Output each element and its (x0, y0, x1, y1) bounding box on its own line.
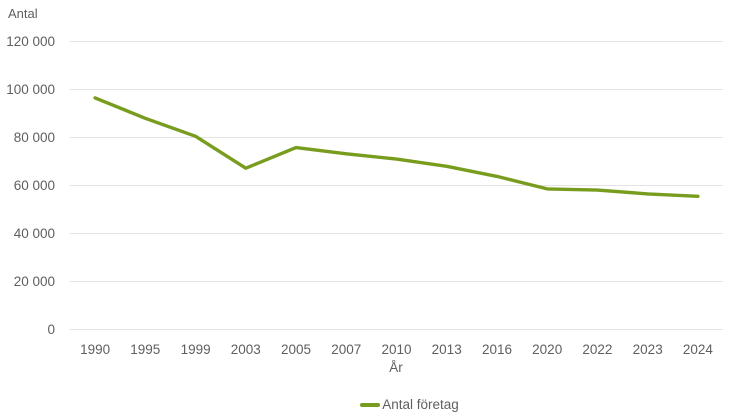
legend-line-swatch (360, 403, 381, 407)
series-line (93, 96, 700, 199)
y-tick-label: 60 000 (13, 177, 55, 193)
legend-label: Antal företag (382, 397, 459, 412)
x-tick-label: 2003 (230, 342, 261, 357)
x-tick-label: 1995 (130, 342, 161, 357)
x-tick-label: 2024 (682, 342, 713, 357)
x-tick-label: 2016 (481, 342, 513, 357)
y-tick-label: 20 000 (13, 273, 55, 289)
legend: Antal företag (83, 396, 736, 414)
x-tick-label: 1999 (180, 342, 211, 357)
x-tick-label: 2007 (331, 342, 362, 357)
x-axis: 1990 1995 1999 2003 2005 2007 2010 2013 2016 2020… (0, 342, 740, 358)
y-tick-label: 80 000 (13, 129, 55, 145)
x-tick-label: 2020 (532, 342, 563, 357)
x-tick-label: 2010 (381, 342, 412, 357)
x-tick-label: 2023 (632, 342, 663, 357)
y-tick-label: 0 (47, 321, 55, 337)
y-axis-title: Antal (8, 6, 38, 21)
x-tick-label: 2013 (431, 342, 462, 357)
y-tick-label: 120 000 (6, 33, 55, 49)
x-tick-label: 2005 (280, 342, 312, 357)
x-tick-label: 2022 (582, 342, 613, 357)
x-tick-label: 1990 (80, 342, 111, 357)
y-tick-label: 40 000 (13, 225, 55, 241)
y-tick-label: 100 000 (6, 81, 55, 97)
x-axis-title: År (389, 360, 403, 375)
